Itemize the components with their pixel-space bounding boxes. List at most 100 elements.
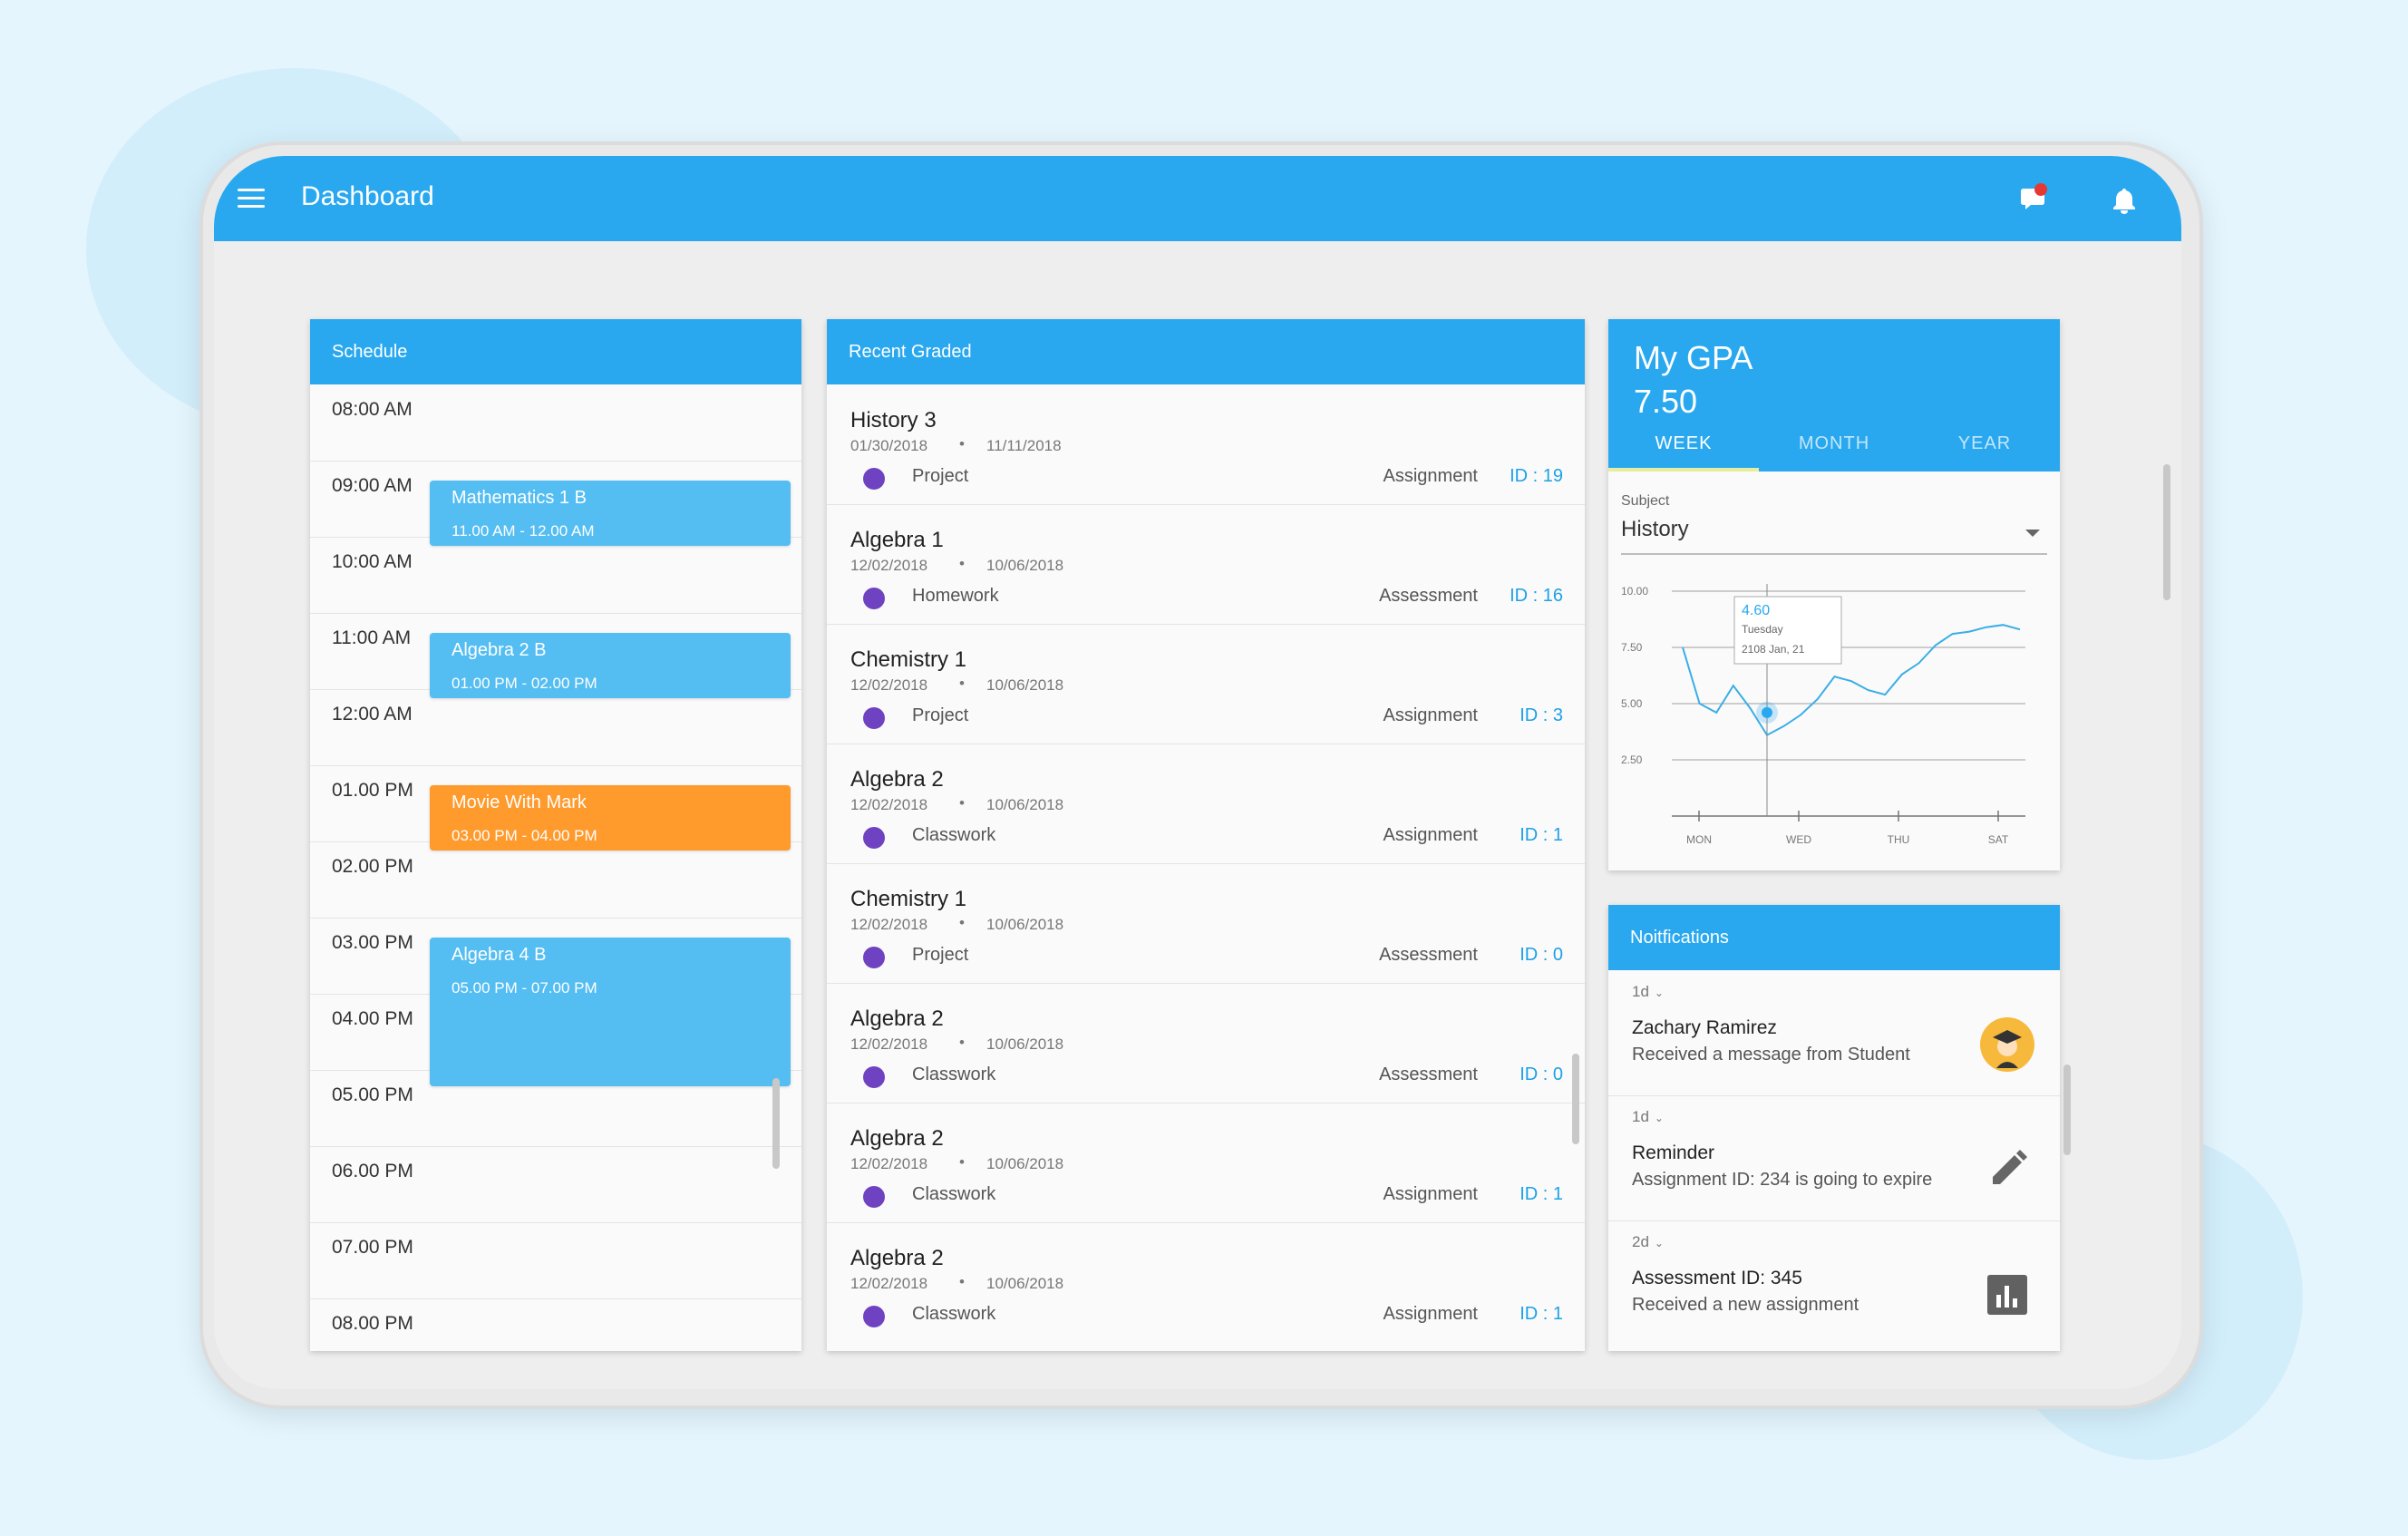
dropdown-arrow-icon[interactable] [2025,530,2040,537]
graded-row[interactable]: History 3 01/30/2018 • 11/11/2018 Projec… [827,384,1585,505]
notifications-list: 1d ⌄ Zachary Ramirez Received a message f… [1608,970,2060,1351]
y-tick-label: 7.50 [1621,641,1643,654]
graded-date-start: 01/30/2018 [850,437,928,454]
graded-id: ID : 0 [1520,945,1563,965]
gpa-line-chart: 10.00 7.50 5.00 2.50 MON WED THU SAT 4.60 Tuesd… [1621,584,2025,846]
x-tick-label: SAT [1988,833,2009,846]
y-tick-label: 2.50 [1621,753,1643,766]
tooltip-day: Tuesday [1742,623,1783,636]
tooltip-value: 4.60 [1742,603,1770,618]
graded-title: Algebra 2 [850,1246,944,1270]
graded-row[interactable]: Algebra 2 12/02/2018 • 10/06/2018 Classw… [827,1222,1585,1342]
age-label: 2d [1632,1233,1649,1250]
graded-id: ID : 1 [1520,1184,1563,1204]
age-label: 1d [1632,983,1649,1000]
graded-category: Classwork [912,1304,996,1324]
graded-scrollbar[interactable] [1572,1054,1579,1144]
recent-graded-card: Recent Graded History 3 01/30/2018 • 11/… [827,319,1585,1351]
tab-year[interactable]: YEAR [1957,433,2012,453]
menu-icon[interactable] [238,189,265,209]
graded-id: ID : 16 [1510,586,1563,606]
graded-category: Classwork [912,1065,996,1084]
notification-item[interactable]: 2d ⌄ Assessment ID: 345 Received a new as… [1608,1220,2060,1346]
chat-bubble-icon[interactable] [2018,183,2049,214]
tab-month[interactable]: MONTH [1798,433,1870,453]
schedule-scrollbar[interactable] [772,1078,780,1169]
y-tick-label: 5.00 [1621,697,1643,710]
bar-chart-icon [1987,1275,2027,1315]
time-label: 04.00 PM [332,1008,413,1029]
chevron-down-icon[interactable]: ⌄ [1654,987,1664,999]
graded-type: Assignment [1383,1304,1479,1324]
graded-id: ID : 0 [1520,1065,1563,1084]
graded-row[interactable]: Algebra 1 12/02/2018 • 10/06/2018 Homewo… [827,504,1585,625]
graded-category: Project [912,466,969,486]
time-slot: 12:00 AM [310,689,801,766]
graded-row[interactable]: Chemistry 1 12/02/2018 • 10/06/2018 Proj… [827,863,1585,984]
graded-date-start: 12/02/2018 [850,676,928,694]
graded-row[interactable]: Chemistry 1 12/02/2018 • 10/06/2018 Proj… [827,624,1585,744]
notifications-title: Noitfications [1608,905,2060,970]
graded-title: Algebra 1 [850,528,944,552]
time-label: 09:00 AM [332,475,413,496]
time-slot: 06.00 PM [310,1146,801,1223]
page-title: Dashboard [301,181,434,211]
notification-text: Received a message from Student [1632,1045,1910,1065]
page-scrollbar[interactable] [2163,464,2170,600]
notification-item[interactable]: 1d ⌄ Reminder Assignment ID: 234 is going… [1608,1095,2060,1221]
graded-type: Assessment [1379,586,1478,606]
time-slot: 07.00 PM [310,1222,801,1299]
time-label: 02.00 PM [332,856,413,877]
notification-item[interactable]: 1d ⌄ Zachary Ramirez Received a message f… [1608,970,2060,1096]
age-label: 1d [1632,1108,1649,1125]
category-dot [863,707,885,729]
graded-type: Assignment [1383,1184,1479,1204]
date-separator: • [959,675,965,692]
event-time: 11.00 AM - 12.00 AM [452,522,595,540]
chevron-down-icon[interactable]: ⌄ [1654,1112,1664,1124]
graded-title: Chemistry 1 [850,887,967,911]
time-slot: 05.00 PM [310,1070,801,1147]
event-movie-with-mark[interactable]: Movie With Mark 03.00 PM - 04.00 PM [430,785,791,851]
time-slot: 08.00 PM [310,1298,801,1351]
time-label: 06.00 PM [332,1161,413,1181]
graded-row[interactable]: Algebra 2 12/02/2018 • 10/06/2018 Classw… [827,983,1585,1103]
time-label: 07.00 PM [332,1237,413,1258]
event-algebra-4b[interactable]: Algebra 4 B 05.00 PM - 07.00 PM [430,938,791,1086]
graded-title: Algebra 2 [850,767,944,792]
graded-row[interactable]: Algebra 2 12/02/2018 • 10/06/2018 Classw… [827,744,1585,864]
chevron-down-icon[interactable]: ⌄ [1654,1237,1664,1249]
graded-id: ID : 1 [1520,1304,1563,1324]
right-scrollbar[interactable] [2063,1065,2071,1155]
tooltip-date: 2108 Jan, 21 [1742,643,1805,656]
graded-row[interactable]: Algebra 2 12/02/2018 • 10/06/2018 Classw… [827,1103,1585,1223]
graded-date-end: 10/06/2018 [986,676,1064,694]
gpa-card: My GPA 7.50 WEEK MONTH YEAR Subject Hist… [1608,319,2060,870]
bell-icon[interactable] [2109,185,2140,216]
graded-date-end: 10/06/2018 [986,1275,1064,1292]
event-title: Algebra 4 B [452,945,547,965]
graded-category: Classwork [912,1184,996,1204]
x-tick-label: WED [1786,833,1811,846]
graded-date-start: 12/02/2018 [850,1155,928,1172]
event-mathematics-1b[interactable]: Mathematics 1 B 11.00 AM - 12.00 AM [430,481,791,546]
graded-type: Assessment [1379,945,1478,965]
notification-text: Assignment ID: 234 is going to expire [1632,1170,1933,1190]
graded-title: Algebra 2 [850,1126,944,1151]
date-separator: • [959,794,965,812]
tab-week[interactable]: WEEK [1655,433,1713,453]
graded-id: ID : 3 [1520,705,1563,725]
category-dot [863,1186,885,1208]
subject-select[interactable]: History [1621,517,1689,541]
graded-date-end: 10/06/2018 [986,1155,1064,1172]
time-label: 08:00 AM [332,399,413,420]
notification-title: Zachary Ramirez [1632,1017,1777,1038]
notification-age: 1d ⌄ [1632,1108,1664,1126]
highlight-point[interactable] [1762,706,1772,718]
x-tick-label: MON [1686,833,1712,846]
tablet-frame: Dashboard Schedule 08:00 AM 09:00 AM 10:… [199,141,2203,1409]
date-separator: • [959,1153,965,1171]
event-algebra-2b[interactable]: Algebra 2 B 01.00 PM - 02.00 PM [430,633,791,698]
chat-badge [2034,183,2047,196]
schedule-title: Schedule [310,319,801,384]
